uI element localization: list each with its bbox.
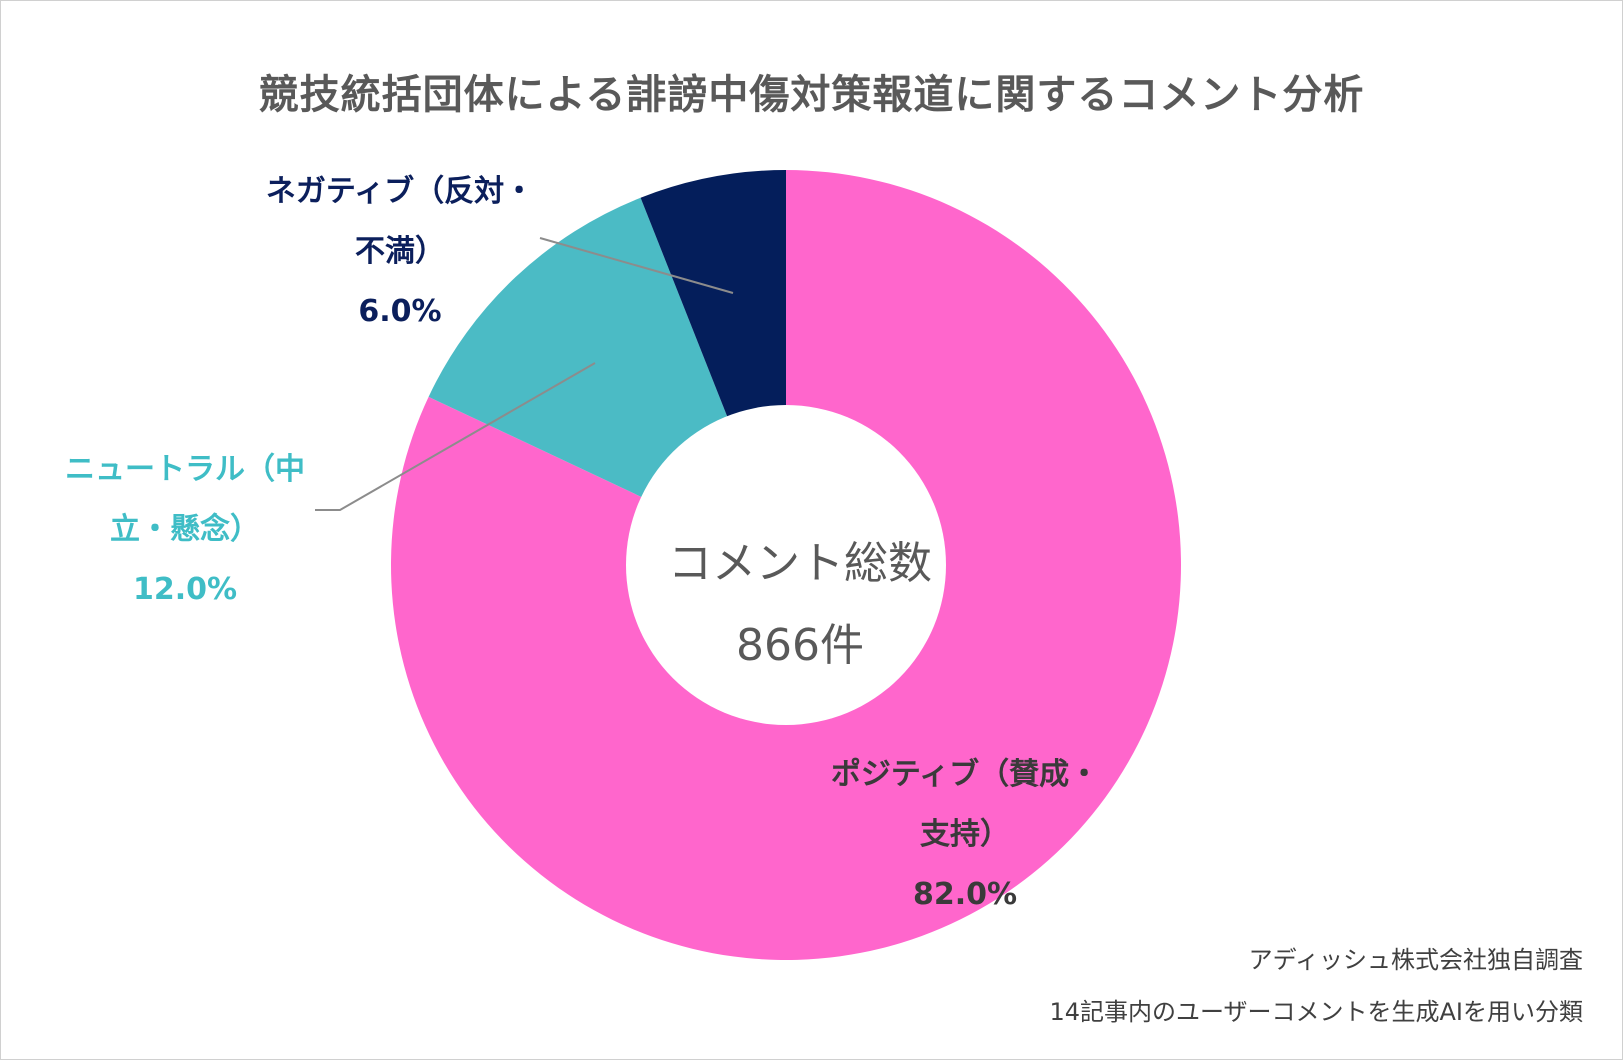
donut-hole xyxy=(626,405,946,725)
source-note-1: アディッシュ株式会社独自調査 xyxy=(1248,946,1583,974)
leader-line-negative xyxy=(539,237,734,294)
center-count: 866件 xyxy=(736,620,864,671)
label-positive: ポジティブ（賛成・ 支持） 82.0% xyxy=(800,745,1130,925)
label-negative-line2: 不満） xyxy=(355,234,445,269)
label-positive-percent: 82.0% xyxy=(912,877,1018,912)
label-neutral-line1: ニュートラル（中 xyxy=(65,452,305,487)
label-neutral-percent: 12.0% xyxy=(132,572,238,607)
label-negative-line1: ネガティブ（反対・ xyxy=(265,174,535,209)
label-positive-line1: ポジティブ（賛成・ xyxy=(830,757,1100,792)
label-negative: ネガティブ（反対・ 不満） 6.0% xyxy=(250,162,550,342)
chart-title: 競技統括団体による誹謗中傷対策報道に関するコメント分析 xyxy=(258,72,1365,118)
source-note-2: 14記事内のユーザーコメントを生成AIを用い分類 xyxy=(1049,998,1583,1026)
leader-line-neutral xyxy=(315,362,596,511)
center-label: コメント総数 xyxy=(668,538,932,589)
label-neutral: ニュートラル（中 立・懸念） 12.0% xyxy=(40,440,330,620)
label-neutral-line2: 立・懸念） xyxy=(110,512,260,547)
label-positive-line2: 支持） xyxy=(920,817,1010,852)
label-negative-percent: 6.0% xyxy=(358,294,442,329)
